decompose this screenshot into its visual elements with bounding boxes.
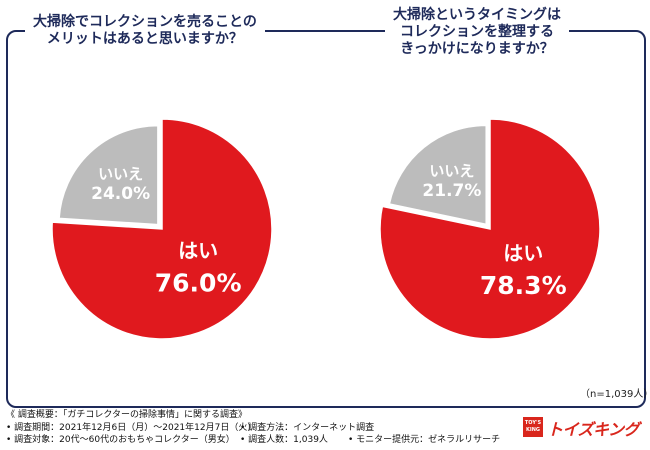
chart-2-label-no: いいえ <box>429 162 474 180</box>
chart-2-value-yes: 78.3% <box>480 271 567 300</box>
chart-1-label-no: いいえ <box>98 165 143 183</box>
chart-1-value-no: 24.0% <box>91 184 150 204</box>
chart-1-title-line-2: メリットはあると思いますか？ <box>46 31 243 47</box>
survey-target: • 調査対象：20代～60代のおもちゃコレクター（男女） <box>6 435 235 445</box>
toys-king-badge: TOY'S KING <box>523 417 543 437</box>
survey-footer: 《 調査概要：「ガチコレクターの掃除事情」に関する調査》 • 調査期間：2021… <box>0 407 650 450</box>
chart-1-title-line-1: 大掃除でコレクションを売ることの <box>33 14 257 30</box>
sample-size: （n=1,039人） <box>580 389 650 400</box>
chart-1-title: 大掃除でコレクションを売ることの メリットはあると思いますか？ <box>25 14 265 48</box>
chart-2-value-no: 21.7% <box>422 181 481 201</box>
chart-2-slice-yes <box>379 118 601 340</box>
survey-method: • 調査方法：インターネット調査 <box>240 423 375 433</box>
chart-1-slice-yes <box>51 118 273 340</box>
survey-period: • 調査期間：2021年12月6日（月）～2021年12月7日（火） <box>6 423 257 433</box>
chart-2-title-line-3: きっかけになりますか？ <box>400 41 554 57</box>
chart-2-title-line-1: 大掃除というタイミングは <box>393 7 561 23</box>
chart-1-label-yes: はい <box>178 238 218 262</box>
chart-1-slice-no <box>58 124 159 226</box>
survey-count: • 調査人数：1,039人 <box>240 435 328 445</box>
toys-king-logo: トイズキング <box>547 420 640 439</box>
chart-2-label-yes: はい <box>503 241 543 265</box>
survey-provider: • モニター提供元：ゼネラルリサーチ <box>348 435 501 445</box>
chart-2-slice-no <box>388 124 487 226</box>
chart-2-title: 大掃除というタイミングは コレクションを整理する きっかけになりますか？ <box>385 7 569 58</box>
survey-heading: 《 調査概要：「ガチコレクターの掃除事情」に関する調査》 <box>6 410 248 420</box>
chart-2-title-line-2: コレクションを整理する <box>400 24 554 40</box>
chart-1-value-yes: 76.0% <box>155 268 242 297</box>
